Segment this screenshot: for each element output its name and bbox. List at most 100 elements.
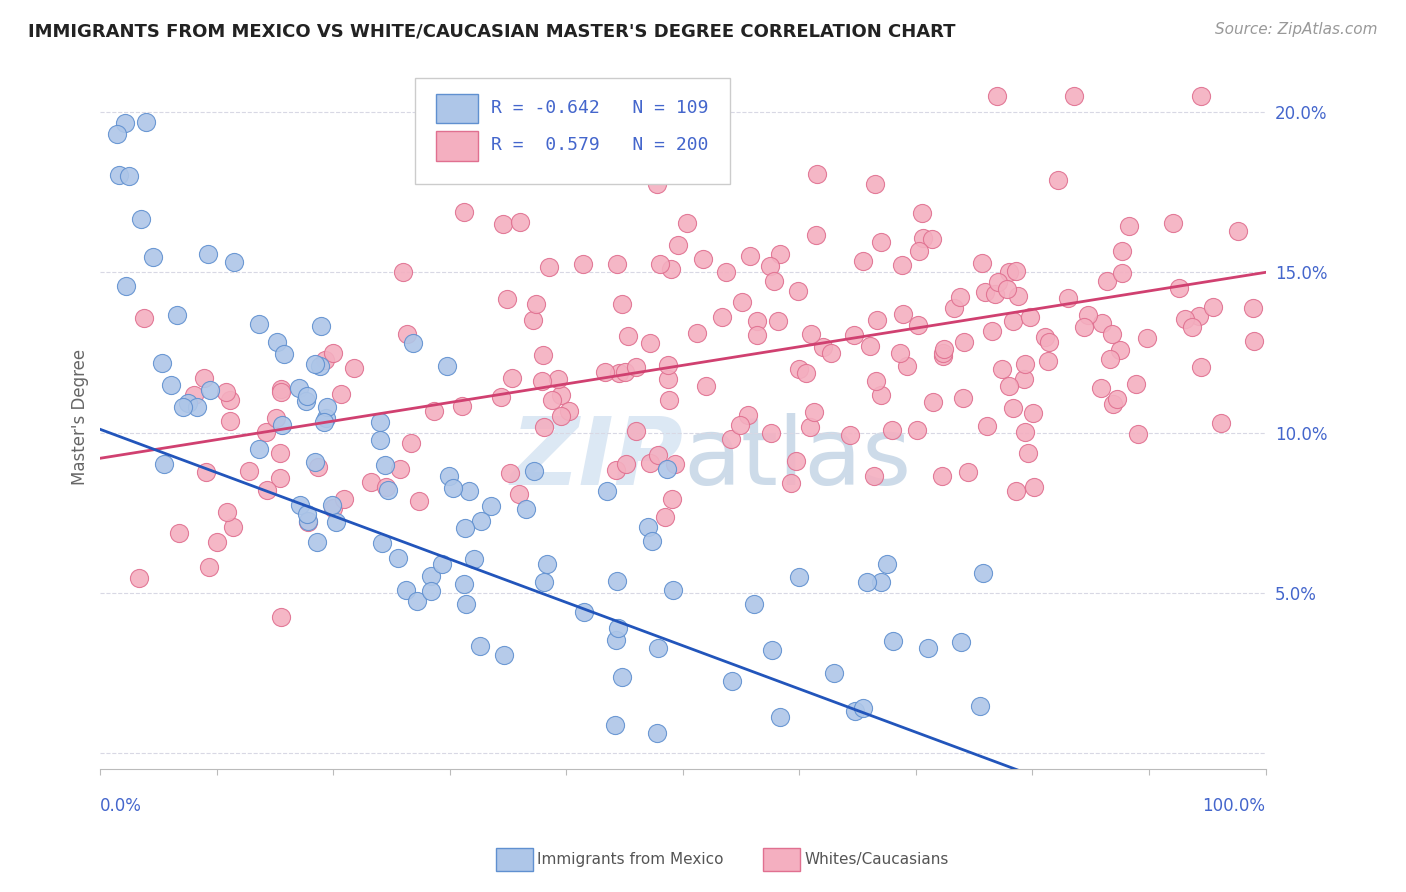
Point [200, 384, 222, 398]
Point [550, 409, 572, 423]
Point [322, 346, 344, 360]
Text: Immigrants from Mexico: Immigrants from Mexico [537, 853, 724, 867]
Point [509, 215, 531, 229]
Text: Source: ZipAtlas.com: Source: ZipAtlas.com [1215, 22, 1378, 37]
Point [1174, 312, 1197, 326]
Point [612, 297, 634, 311]
Point [405, 594, 427, 608]
Point [1036, 354, 1059, 368]
Point [1090, 316, 1112, 330]
Point [720, 432, 742, 446]
Point [238, 464, 260, 478]
Point [917, 641, 939, 656]
Point [492, 218, 515, 232]
Point [1111, 266, 1133, 280]
Point [396, 327, 419, 342]
Point [1099, 351, 1122, 366]
Point [270, 609, 292, 624]
FancyBboxPatch shape [436, 131, 478, 161]
Point [842, 327, 865, 342]
Point [876, 558, 898, 572]
Point [368, 434, 391, 448]
Point [295, 394, 318, 409]
Point [972, 566, 994, 580]
Point [402, 335, 425, 350]
Point [647, 726, 669, 740]
Point [953, 335, 976, 350]
Point [1180, 319, 1202, 334]
Point [547, 372, 569, 386]
Point [114, 116, 136, 130]
Y-axis label: Master's Degree: Master's Degree [72, 349, 89, 484]
Point [451, 400, 474, 414]
Point [193, 371, 215, 385]
Point [524, 297, 547, 311]
Point [222, 255, 245, 269]
Point [1125, 377, 1147, 392]
Point [606, 574, 628, 588]
Point [314, 352, 336, 367]
Point [166, 309, 188, 323]
Point [759, 259, 782, 273]
Point [183, 388, 205, 402]
Point [430, 557, 453, 571]
Point [470, 639, 492, 653]
Point [1014, 425, 1036, 439]
Point [912, 231, 935, 245]
Point [1189, 89, 1212, 103]
Point [859, 339, 882, 353]
Point [740, 249, 762, 263]
Point [1001, 401, 1024, 415]
Point [661, 492, 683, 507]
Point [865, 374, 887, 388]
Point [794, 366, 817, 380]
Point [325, 515, 347, 529]
Text: R = -0.642   N = 109: R = -0.642 N = 109 [491, 100, 709, 118]
Point [370, 535, 392, 549]
Point [1047, 173, 1070, 187]
Point [215, 385, 238, 400]
FancyBboxPatch shape [415, 78, 730, 184]
Point [616, 329, 638, 343]
Point [823, 665, 845, 680]
Point [661, 583, 683, 598]
Point [1017, 446, 1039, 460]
Point [785, 454, 807, 468]
Point [647, 448, 669, 462]
Point [763, 274, 786, 288]
Point [105, 127, 128, 141]
Point [1101, 326, 1123, 341]
Point [657, 358, 679, 372]
Text: atlas: atlas [683, 413, 911, 505]
Point [1243, 334, 1265, 348]
Point [780, 475, 803, 490]
Point [806, 228, 828, 243]
Point [420, 568, 443, 582]
Point [523, 465, 546, 479]
Point [647, 641, 669, 656]
FancyBboxPatch shape [436, 94, 478, 123]
Point [606, 257, 628, 271]
Point [441, 481, 464, 495]
Point [981, 324, 1004, 338]
Point [890, 258, 912, 272]
Point [856, 575, 879, 590]
Point [655, 462, 678, 476]
Point [921, 232, 943, 246]
Point [1038, 335, 1060, 350]
Point [870, 388, 893, 402]
Point [880, 423, 903, 437]
Point [419, 583, 441, 598]
Point [908, 244, 931, 258]
Point [605, 463, 627, 477]
Point [745, 328, 768, 343]
Point [891, 306, 914, 320]
Point [198, 560, 221, 574]
Point [388, 462, 411, 476]
Point [1004, 483, 1026, 498]
Point [177, 396, 200, 410]
Point [530, 374, 553, 388]
Point [657, 372, 679, 386]
Point [1202, 300, 1225, 314]
Point [650, 257, 672, 271]
